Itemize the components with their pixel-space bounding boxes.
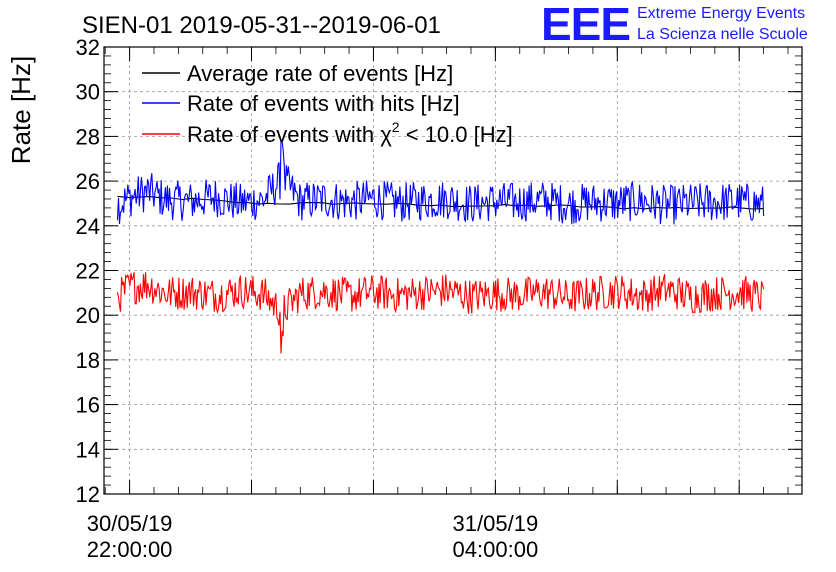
y-tick-label-14: 14	[76, 437, 100, 462]
y-tick-label-18: 18	[76, 348, 100, 373]
y-tick-label-20: 20	[76, 303, 100, 328]
x-tick-label-date-0: 30/05/19	[87, 511, 173, 536]
grid-layer	[104, 47, 802, 494]
series-line-2	[116, 272, 765, 354]
x-tick-label-date-1: 31/05/19	[453, 511, 539, 536]
legend-label-average: Average rate of events [Hz]	[187, 61, 453, 86]
series-layer	[116, 138, 765, 354]
legend: Average rate of events [Hz] Rate of even…	[142, 61, 513, 147]
legend-label-chi2: Rate of events with χ2 < 10.0 [Hz]	[187, 119, 513, 147]
y-tick-label-32: 32	[76, 35, 100, 60]
y-tick-label-22: 22	[76, 259, 100, 284]
y-tick-label-24: 24	[76, 214, 100, 239]
eee-logo: EEE Extreme Energy Events La Scienza nel…	[541, 0, 808, 50]
x-tick-label-time-0: 22:00:00	[87, 537, 173, 562]
logo-line-1: Extreme Energy Events	[637, 5, 805, 22]
legend-chi2-superscript: 2	[392, 119, 400, 135]
legend-label-hits: Rate of events with hits [Hz]	[187, 91, 460, 116]
x-tick-label-time-1: 04:00:00	[453, 537, 539, 562]
legend-entry-hits: Rate of events with hits [Hz]	[142, 91, 460, 116]
legend-chi2-prefix: Rate of events with	[187, 122, 380, 147]
y-axis-label: Rate [Hz]	[6, 56, 36, 164]
y-tick-label-28: 28	[76, 124, 100, 149]
y-tick-label-12: 12	[76, 482, 100, 507]
y-tick-label-26: 26	[76, 169, 100, 194]
legend-chi2-suffix: < 10.0 [Hz]	[400, 122, 513, 147]
y-tick-label-16: 16	[76, 393, 100, 418]
logo-eee-text: EEE	[541, 0, 630, 50]
chart-title: SIEN-01 2019-05-31--2019-06-01	[82, 12, 441, 39]
legend-entry-chi2: Rate of events with χ2 < 10.0 [Hz]	[142, 119, 513, 147]
legend-entry-average: Average rate of events [Hz]	[142, 61, 453, 86]
legend-chi2-symbol: χ	[380, 122, 392, 147]
logo-line-2: La Scienza nelle Scuole	[637, 26, 808, 43]
series-line-1	[116, 138, 765, 225]
y-tick-label-30: 30	[76, 80, 100, 105]
